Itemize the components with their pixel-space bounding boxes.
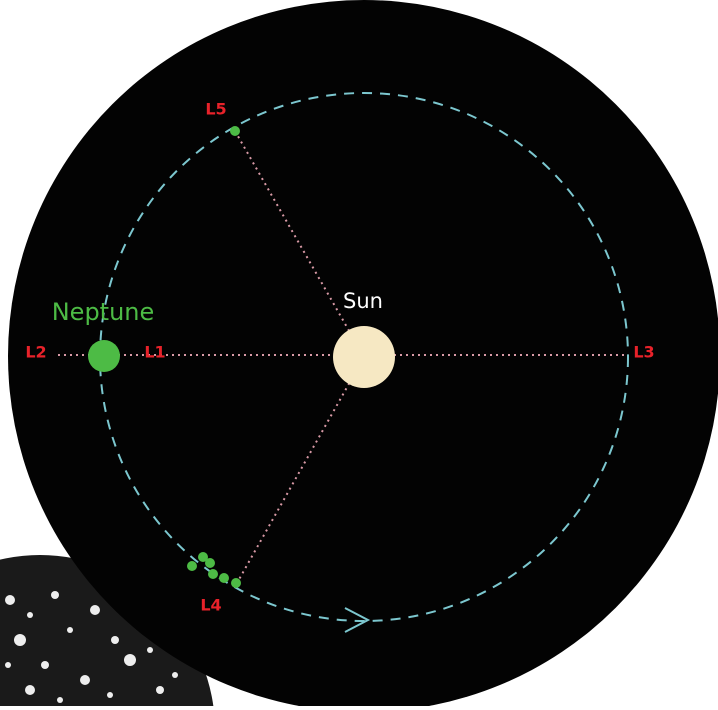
neptune-label: Neptune: [52, 298, 155, 326]
orbit-direction-arrow: [344, 607, 371, 633]
neptune: [88, 340, 120, 372]
l4-label: L4: [200, 596, 221, 615]
l3-label: L3: [633, 343, 654, 362]
l5-label: L5: [205, 100, 226, 119]
sun: [333, 326, 395, 388]
connector-lines: [58, 130, 628, 584]
trojans: [187, 126, 241, 588]
l2-label: L2: [25, 343, 46, 362]
l1-label: L1: [144, 343, 165, 362]
sun-label: Sun: [343, 289, 383, 313]
